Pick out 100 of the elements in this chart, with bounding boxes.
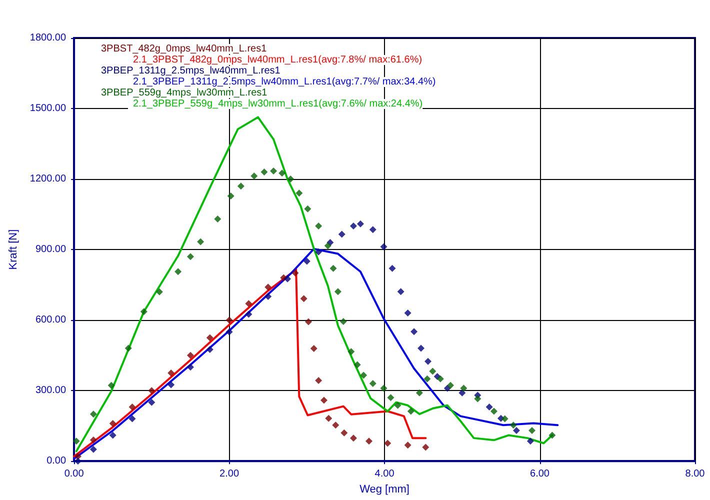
point [227, 192, 234, 200]
point [287, 176, 294, 183]
point [168, 381, 175, 388]
point [303, 258, 310, 265]
point [380, 243, 388, 250]
text: 3PBEP_559g_4mps_lw30mm_L.res1 [101, 88, 268, 98]
point [197, 238, 204, 246]
point [460, 384, 468, 392]
point [388, 264, 396, 272]
point [356, 220, 364, 228]
point [410, 328, 418, 336]
point [304, 318, 312, 326]
point [315, 248, 322, 256]
point [237, 182, 244, 190]
point [501, 415, 508, 422]
point [380, 384, 388, 392]
point [447, 382, 454, 389]
y-tick-label: 1500.00 [30, 103, 66, 114]
point [260, 168, 268, 176]
point [168, 369, 175, 376]
x-axis-title: Weg [mm] [360, 484, 410, 496]
point [338, 230, 346, 238]
point [264, 284, 272, 291]
point [340, 318, 347, 325]
x-tick-label: 2.00 [220, 468, 240, 480]
point [186, 253, 194, 260]
point [369, 380, 376, 388]
point [128, 404, 136, 411]
y-tick-label: 300.00 [35, 385, 66, 396]
point [418, 344, 425, 352]
point [186, 352, 194, 359]
point [404, 310, 412, 317]
x-tick-label: 6.00 [530, 468, 550, 480]
x-tick-label: 8.00 [685, 468, 706, 480]
point [214, 215, 222, 222]
text: 3PBEP_1311g_2.5mps_lw40mm_L.res1 [101, 66, 281, 76]
point [284, 275, 291, 282]
point [90, 410, 97, 418]
point [304, 205, 312, 212]
point [300, 295, 308, 302]
point [369, 226, 376, 234]
point [394, 402, 402, 409]
point [315, 376, 322, 384]
point [270, 168, 278, 175]
text: 2.1_3PBST_482g_0mps_lw40mm_L.res1(avg:7.8%/ max:61.6%) [133, 54, 422, 66]
point [387, 394, 394, 402]
point [74, 458, 82, 465]
point [206, 334, 214, 342]
point [148, 398, 156, 406]
point [528, 427, 536, 434]
point [340, 429, 348, 436]
y-tick-label: 900.00 [35, 244, 66, 256]
point [108, 382, 115, 389]
text: 3PBST_482g_0mps_lw40mm_L.res1 [101, 44, 268, 54]
point [264, 293, 272, 300]
point [140, 308, 148, 316]
point [384, 440, 392, 447]
point [424, 375, 431, 382]
point [206, 346, 214, 353]
point [124, 344, 132, 352]
point [250, 172, 258, 180]
x-tick-label: 4.00 [374, 468, 395, 480]
point [332, 422, 340, 429]
x-tick-label: 0.00 [64, 468, 84, 480]
point [278, 170, 286, 177]
y-tick-label: 0.00 [46, 456, 66, 467]
point [354, 361, 361, 368]
point [526, 438, 534, 445]
point [226, 328, 233, 336]
point [404, 442, 412, 449]
text: 2.1_3PBEP_559g_4mps_lw30mm_L.res1(avg:7.6%/ max:24.4%) [133, 98, 423, 110]
text: 2.1_3PBEP_1311g_2.5mps_lw40mm_L.res1(avg:7.7%/ max:34.4%) [133, 76, 436, 88]
point [90, 446, 97, 453]
point [148, 387, 156, 394]
point [245, 300, 252, 308]
point [407, 408, 414, 415]
point [325, 414, 332, 422]
y-tick-label: 1200.00 [30, 174, 66, 185]
point [366, 438, 372, 445]
point [296, 190, 303, 197]
point [320, 396, 328, 404]
point [548, 432, 556, 439]
point [458, 389, 466, 396]
point [174, 268, 182, 276]
point [424, 358, 432, 365]
point [292, 270, 299, 277]
point [72, 438, 80, 445]
point [109, 420, 116, 427]
point [90, 436, 97, 444]
point [334, 288, 342, 296]
point [486, 404, 493, 411]
point [156, 288, 163, 296]
point [422, 444, 430, 451]
point [330, 264, 337, 272]
y-axis-title: Kraft [N] [8, 229, 20, 270]
point [397, 288, 404, 296]
point [416, 389, 423, 396]
point [490, 408, 498, 415]
y-tick-label: 600.00 [35, 314, 66, 326]
point [350, 434, 357, 442]
